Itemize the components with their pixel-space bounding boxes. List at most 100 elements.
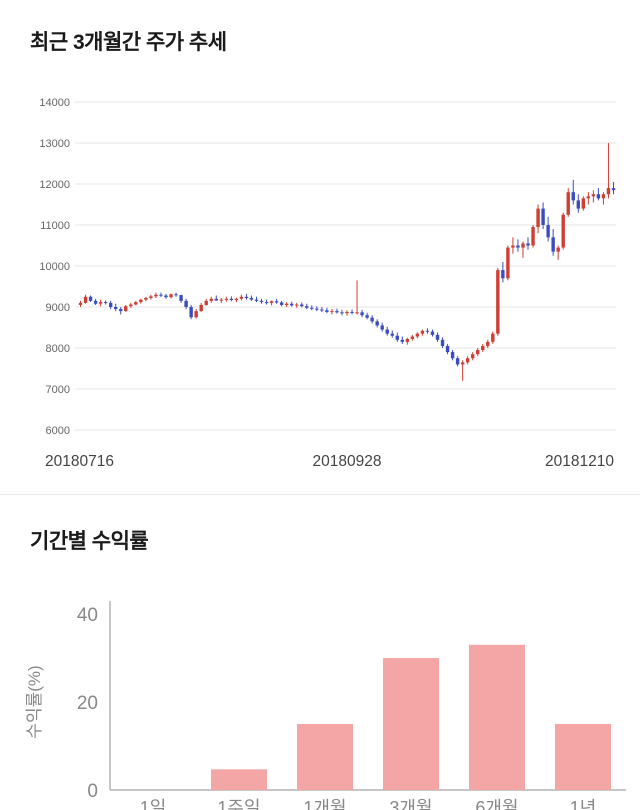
candle-body: [415, 333, 420, 337]
returns-chart-title: 기간별 수익률: [30, 530, 149, 553]
candle-body: [385, 329, 389, 334]
candle-body: [300, 304, 304, 307]
price-chart-section: 최근 3개월간 주가 추세 6000 7000 8000 9000 10000 11000…: [30, 31, 616, 470]
candle-body: [561, 214, 565, 248]
candle-body: [340, 312, 344, 314]
candle-body: [380, 325, 384, 330]
candle-body: [405, 338, 410, 342]
candle-body: [189, 307, 193, 318]
candle-body: [591, 194, 596, 197]
y-axis-tick-label: 10000: [39, 261, 70, 273]
candle-body: [259, 300, 264, 303]
candle-body: [471, 354, 475, 359]
candle-body: [224, 298, 229, 300]
candle-body: [435, 334, 440, 340]
x-axis-date-label: 20180716: [45, 453, 114, 470]
price-chart-title: 최근 3개월간 주가 추세: [30, 31, 227, 54]
candle-body: [199, 304, 203, 312]
candle-body: [179, 295, 183, 301]
candlestick-chart: 6000 7000 8000 9000 10000 11000 12000 13000 1400…: [39, 97, 616, 470]
candle-body: [279, 302, 284, 305]
return-bar: [297, 724, 353, 790]
candle-body: [144, 297, 148, 300]
candle-body: [445, 345, 450, 353]
candle-body: [541, 208, 545, 225]
candle-body: [496, 270, 500, 334]
candle-body: [365, 315, 369, 318]
y-axis-tick-label: 8000: [46, 343, 70, 355]
candle-body: [370, 317, 374, 322]
candle-body: [149, 296, 153, 298]
return-bar: [555, 724, 611, 790]
candle-body: [516, 245, 520, 248]
candle-body: [596, 194, 601, 199]
candle-body: [551, 237, 555, 252]
candle-body: [214, 298, 218, 301]
candle-body: [108, 302, 113, 307]
candle-body: [289, 303, 294, 306]
candle-body: [330, 311, 334, 313]
candle-body: [360, 312, 364, 316]
candle-body: [390, 333, 394, 336]
candle-body: [526, 243, 530, 246]
candle-body: [566, 192, 570, 215]
return-bar: [211, 769, 267, 790]
candle-body: [295, 304, 299, 306]
x-axis-category-label: 3개월: [389, 798, 432, 810]
candle-body: [174, 294, 178, 296]
candle-body: [536, 208, 540, 228]
candle-body: [88, 296, 93, 301]
candle-body: [249, 297, 254, 300]
y-axis-tick-label: 40: [77, 605, 98, 626]
candle-body: [450, 352, 455, 359]
candle-body: [310, 307, 314, 309]
candle-body: [581, 198, 586, 209]
candle-body: [486, 341, 490, 346]
candle-body: [98, 302, 103, 304]
candle-body: [460, 362, 465, 365]
candle-body: [239, 296, 244, 299]
candle-body: [169, 294, 173, 298]
candle-body: [430, 331, 435, 335]
candle-body: [159, 294, 163, 296]
candle-body: [244, 296, 249, 298]
y-axis-title: 수익률(%): [25, 665, 44, 738]
candle-body: [506, 247, 510, 279]
candle-body: [420, 330, 425, 334]
candle-body: [184, 300, 188, 307]
candle-body: [320, 309, 324, 311]
returns-section: 기간별 수익률 0 20 40 1일 1주일 1개월 3개월 6개월 1년 수익률(%): [0, 495, 640, 810]
candle-body: [93, 300, 98, 304]
candle-body: [400, 339, 405, 342]
candle-body: [134, 302, 138, 305]
y-axis-tick-label: 0: [87, 781, 98, 802]
candle-body: [119, 309, 123, 312]
candle-body: [395, 335, 399, 340]
candle-body: [410, 336, 415, 339]
candle-body: [194, 311, 198, 318]
candle-body: [355, 312, 359, 314]
candle-body: [305, 306, 309, 308]
x-axis-date-label: 20181210: [545, 453, 614, 470]
y-axis-tick-label: 12000: [39, 179, 70, 191]
candle-body: [83, 296, 88, 303]
candle-body: [219, 299, 223, 301]
candle-body: [345, 311, 349, 314]
candle-body: [465, 358, 470, 363]
candle-body: [264, 302, 269, 304]
candle-body: [501, 270, 505, 279]
x-axis-category-label: 1주일: [217, 798, 260, 810]
section-divider: [0, 494, 640, 495]
y-axis-tick-label: 14000: [39, 97, 70, 109]
candle-body: [350, 311, 354, 313]
x-axis-category-label: 1개월: [303, 798, 346, 810]
y-axis-tick-label: 20: [77, 693, 98, 714]
x-axis-category-label: 6개월: [475, 798, 518, 810]
candle-body: [284, 303, 289, 305]
return-bar: [383, 658, 439, 790]
candle-body: [325, 310, 329, 312]
candle-body: [601, 194, 606, 199]
y-axis-tick-label: 6000: [46, 425, 70, 437]
candle-body: [556, 247, 560, 252]
